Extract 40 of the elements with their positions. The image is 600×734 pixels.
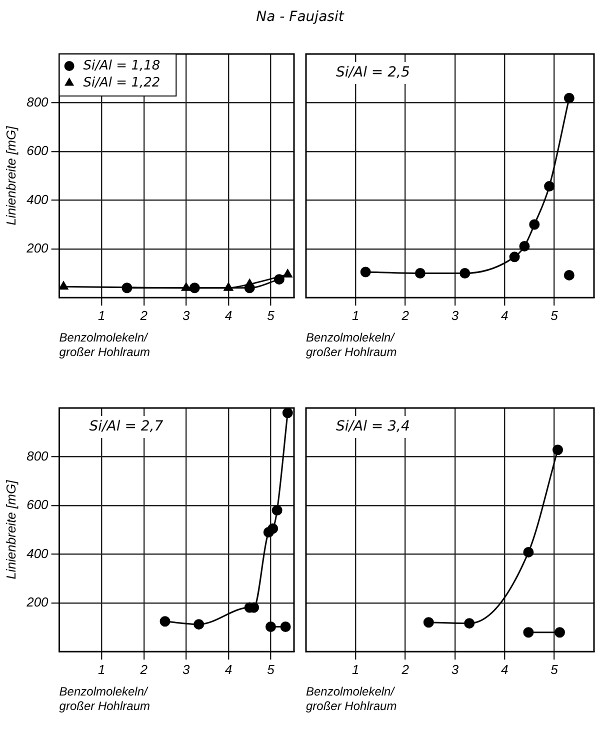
annotation: Si/Al = 2,5 (336, 64, 410, 81)
x-tick-label: 2 (400, 662, 410, 678)
y-tick-label: 800 (26, 448, 50, 464)
x-axis-title: Benzolmolekeln/ großer Hohlraum (306, 330, 397, 360)
annotation: Si/Al = 3,4 (336, 418, 410, 435)
legend-label: Si/Al = 1,18 (83, 58, 160, 74)
y-tick-label: 600 (26, 497, 50, 512)
x-tick-label: 4 (501, 662, 508, 678)
y-tick-label: 800 (26, 94, 50, 110)
y-tick-label: 600 (26, 143, 50, 158)
y-axis-title: Linienbreite [mG] (3, 480, 18, 580)
x-axis-title: Benzolmolekeln/ großer Hohlraum (306, 684, 397, 714)
y-tick-label: 200 (26, 240, 50, 256)
x-tick-label: 3 (182, 662, 191, 678)
x-axis-title: Benzolmolekeln/ großer Hohlraum (59, 684, 150, 714)
legend-label: Si/Al = 1,22 (83, 75, 160, 90)
x-tick-label: 5 (267, 662, 276, 678)
x-tick-label: 4 (224, 662, 232, 678)
x-tick-label: 3 (182, 308, 191, 324)
x-tick-label: 5 (267, 308, 276, 324)
x-tick-label: 1 (98, 308, 106, 324)
x-tick-label: 1 (352, 308, 360, 324)
x-tick-label: 4 (501, 308, 508, 324)
x-tick-label: 2 (139, 662, 148, 678)
x-tick-label: 5 (550, 308, 559, 324)
x-tick-label: 1 (98, 662, 106, 678)
chart-title: Na - Faujasit (255, 8, 346, 27)
x-axis-title: Benzolmolekeln/ großer Hohlraum (59, 330, 150, 360)
y-tick-label: 400 (26, 192, 50, 207)
x-tick-label: 5 (550, 662, 559, 678)
x-tick-label: 2 (400, 308, 410, 324)
x-tick-label: 4 (224, 308, 232, 324)
y-tick-label: 400 (26, 546, 50, 561)
x-tick-label: 2 (139, 308, 148, 324)
annotation: Si/Al = 2,7 (89, 418, 164, 435)
y-axis-title: Linienbreite [mG] (3, 126, 18, 226)
x-tick-label: 1 (352, 662, 360, 678)
x-tick-label: 3 (451, 662, 460, 678)
y-tick-label: 200 (26, 594, 50, 610)
x-tick-label: 3 (451, 308, 460, 324)
